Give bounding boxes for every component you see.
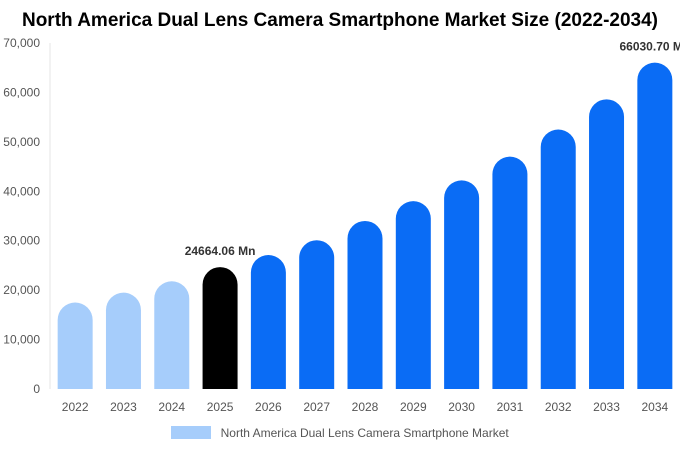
y-tick-label: 20,000	[3, 283, 40, 297]
y-axis-ticks: 0 10,000 20,000 30,000 40,000 50,000 60,000 70,…	[3, 36, 40, 396]
bar-2025[interactable]	[202, 267, 238, 389]
bar-2026[interactable]	[250, 255, 286, 389]
x-tick-label: 2025	[207, 400, 234, 414]
x-axis-ticks: 2022 2023 2024 2025 2026 2027 2028 2029 2030 2031…	[62, 400, 669, 414]
y-tick-label: 40,000	[3, 184, 40, 198]
x-tick-label: 2028	[352, 400, 379, 414]
bar-2031[interactable]	[492, 156, 528, 389]
legend[interactable]: North America Dual Lens Camera Smartphon…	[0, 425, 680, 440]
x-tick-label: 2034	[641, 400, 668, 414]
chart-title: North America Dual Lens Camera Smartphon…	[21, 10, 659, 31]
x-tick-label: 2022	[62, 400, 89, 414]
legend-label: North America Dual Lens Camera Smartphon…	[220, 425, 509, 440]
bar-2030[interactable]	[444, 180, 480, 389]
bar-2034[interactable]	[637, 62, 673, 389]
x-tick-label: 2031	[497, 400, 524, 414]
data-label-2025: 24664.06 Mn	[185, 244, 256, 258]
bar-2024[interactable]	[154, 281, 190, 389]
data-labels: 24664.06 Mn 66030.70 Mn	[185, 40, 680, 258]
y-tick-label: 60,000	[3, 85, 40, 99]
bar-2027[interactable]	[299, 240, 335, 389]
x-tick-label: 2023	[110, 400, 137, 414]
x-tick-label: 2024	[158, 400, 185, 414]
legend-swatch	[171, 426, 212, 440]
y-tick-label: 70,000	[3, 36, 40, 50]
x-tick-label: 2029	[400, 400, 427, 414]
bar-2023[interactable]	[105, 292, 141, 389]
bar-2032[interactable]	[540, 129, 576, 390]
bar-2033[interactable]	[589, 99, 625, 389]
x-tick-label: 2033	[593, 400, 620, 414]
x-tick-label: 2032	[545, 400, 572, 414]
bars	[57, 62, 673, 390]
data-label-2034: 66030.70 Mn	[619, 40, 680, 54]
y-tick-label: 50,000	[3, 135, 40, 149]
x-tick-label: 2027	[303, 400, 330, 414]
bar-2022[interactable]	[57, 302, 93, 390]
x-tick-label: 2026	[255, 400, 282, 414]
y-tick-label: 30,000	[3, 234, 40, 248]
bar-2029[interactable]	[395, 201, 431, 389]
x-tick-label: 2030	[448, 400, 475, 414]
bar-2028[interactable]	[347, 220, 383, 389]
y-tick-label: 0	[33, 382, 40, 396]
y-tick-label: 10,000	[3, 333, 40, 347]
